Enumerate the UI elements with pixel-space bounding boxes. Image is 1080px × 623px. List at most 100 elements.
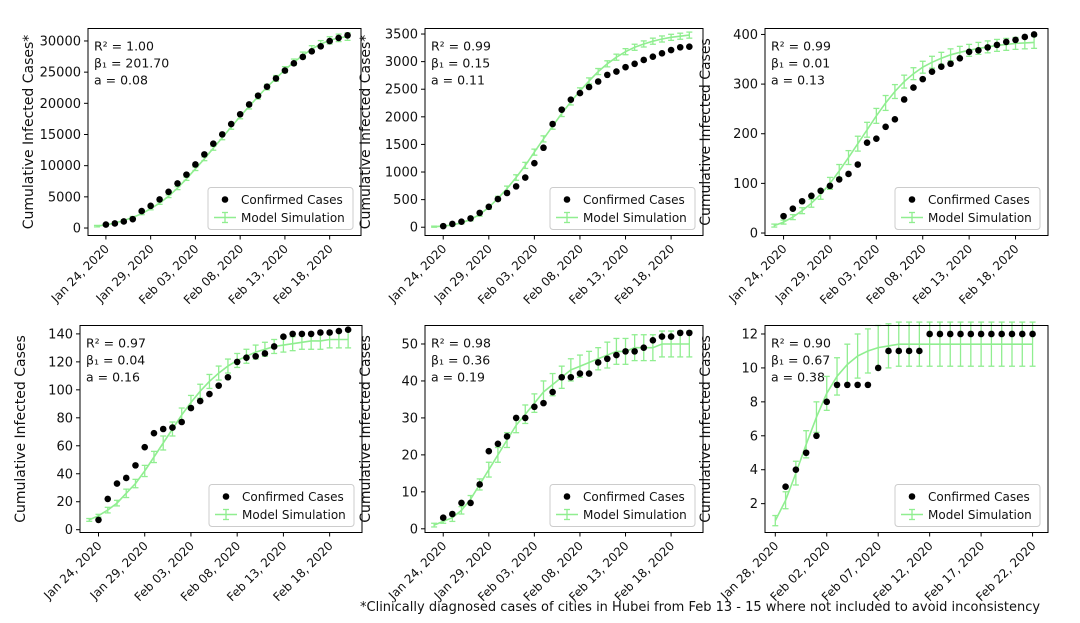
model-errorbar — [792, 460, 799, 486]
confirmed-case-point — [780, 212, 787, 220]
confirmed-case-point — [129, 215, 137, 223]
model-errorbar — [947, 321, 954, 367]
model-errorbar — [929, 55, 936, 69]
confirmed-case-point — [233, 358, 241, 366]
confirmed-case-point — [254, 92, 262, 99]
confirmed-case-point — [576, 370, 584, 377]
model-errorbar — [631, 334, 638, 362]
model-errorbar — [431, 225, 438, 228]
confirmed-case-point — [603, 71, 611, 79]
model-simulation-line — [774, 343, 1033, 521]
model-errorbar — [882, 94, 889, 112]
model-errorbar — [910, 67, 917, 81]
confirmed-case-point — [298, 330, 306, 338]
y-tick-label: 3000 — [385, 55, 418, 70]
confirmed-case-point — [845, 170, 852, 178]
axes-frame — [764, 325, 1049, 533]
model-errorbar — [967, 321, 974, 367]
confirmed-case-point — [658, 333, 666, 340]
confirmed-case-point — [494, 195, 502, 203]
model-errorbar — [901, 74, 908, 89]
confirmed-case-point — [808, 192, 815, 200]
confirmed-case-point — [245, 101, 253, 108]
confirmed-case-point — [335, 327, 343, 335]
confirmed-case-point — [585, 83, 593, 91]
confirmed-case-point — [988, 330, 995, 338]
confirmed-case-point — [975, 47, 982, 54]
y-tick-label: 10 — [401, 485, 418, 500]
confirmed-case-point — [485, 203, 493, 211]
model-errorbar — [631, 43, 638, 51]
confirmed-case-point — [916, 347, 923, 355]
model-errorbar — [978, 321, 985, 367]
confirmed-case-point — [227, 120, 235, 128]
legend-label-model: Model Simulation — [928, 508, 1032, 522]
model-errorbar — [604, 341, 611, 369]
model-errorbar — [668, 33, 675, 42]
legend: Confirmed Cases Model Simulation — [894, 484, 1041, 527]
model-errorbar — [531, 148, 538, 156]
confirmed-case-point — [936, 330, 944, 338]
confirmed-case-point — [178, 418, 186, 426]
confirmed-case-point — [113, 480, 121, 487]
y-tick-label: 5000 — [48, 190, 81, 205]
y-tick-label: 80 — [56, 411, 73, 426]
model-errorbar — [604, 60, 611, 68]
confirmed-case-point — [169, 424, 176, 431]
y-tick-label: 140 — [48, 327, 73, 342]
fit-annotation: R² = 0.99 — [431, 39, 491, 54]
confirmed-case-point — [835, 176, 843, 183]
confirmed-case-point — [895, 347, 903, 355]
model-errorbar — [613, 337, 620, 365]
legend-box — [207, 187, 354, 230]
axes-frame — [424, 325, 704, 533]
confirmed-case-point — [187, 404, 195, 412]
fit-annotation: R² = 0.98 — [431, 336, 491, 351]
confirmed-case-point — [243, 354, 250, 361]
confirmed-case-point — [449, 510, 456, 518]
confirmed-case-point — [289, 330, 296, 338]
y-tick-label: 0 — [750, 227, 758, 242]
model-errorbar — [864, 328, 871, 374]
confirmed-case-point — [567, 373, 575, 381]
y-axis-label: Cumulative Infected Cases — [698, 335, 714, 523]
confirmed-case-point — [782, 483, 789, 490]
legend: Confirmed Cases Model Simulation — [208, 484, 355, 527]
y-tick-label: 2 — [750, 497, 758, 512]
confirmed-case-point — [549, 388, 556, 396]
model-errorbar — [957, 321, 964, 367]
model-errorbar — [494, 446, 501, 463]
model-errorbar — [113, 499, 120, 507]
model-errorbar — [686, 31, 693, 39]
confirmed-case-point — [613, 68, 620, 75]
confirmed-case-point — [873, 135, 880, 143]
confirmed-case-point — [111, 220, 119, 227]
confirmed-case-point — [594, 78, 602, 85]
confirmed-case-point — [210, 140, 217, 148]
legend-label-confirmed: Confirmed Cases — [583, 490, 685, 504]
confirmed-case-point — [1021, 33, 1029, 41]
y-tick-label: 60 — [56, 439, 73, 454]
legend-marker-confirmed — [563, 493, 571, 500]
fit-annotation: R² = 0.99 — [771, 39, 831, 54]
model-errorbar — [540, 380, 547, 404]
model-errorbar — [1019, 321, 1026, 367]
model-errorbar — [813, 401, 820, 434]
y-tick-label: 15000 — [40, 128, 81, 143]
confirmed-case-point — [649, 336, 657, 344]
model-errorbar — [540, 135, 547, 143]
legend-box — [549, 484, 696, 527]
y-tick-label: 20 — [401, 448, 418, 463]
confirmed-case-point — [261, 350, 269, 357]
confirmed-case-point — [686, 43, 693, 51]
confirmed-case-point — [937, 63, 945, 71]
confirmed-case-point — [236, 110, 244, 118]
y-tick-label: 100 — [48, 383, 73, 398]
confirmed-case-point — [1008, 330, 1016, 338]
confirmed-case-point — [928, 68, 936, 75]
y-tick-label: 200 — [733, 127, 758, 142]
axes-frame — [424, 28, 704, 236]
confirmed-case-point — [667, 46, 675, 54]
